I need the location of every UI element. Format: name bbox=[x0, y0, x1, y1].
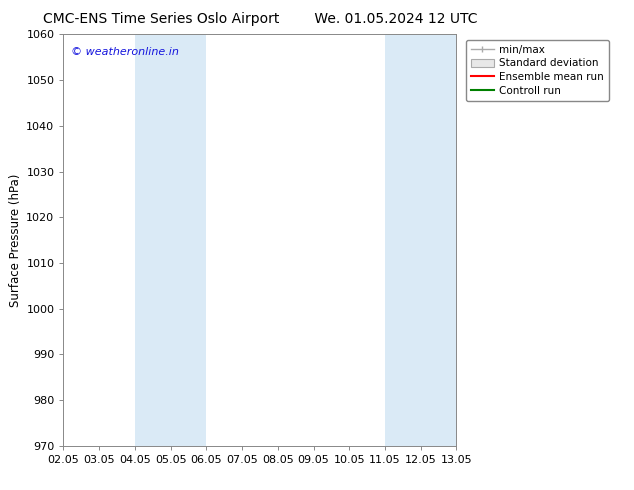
Y-axis label: Surface Pressure (hPa): Surface Pressure (hPa) bbox=[9, 173, 22, 307]
Text: CMC-ENS Time Series Oslo Airport        We. 01.05.2024 12 UTC: CMC-ENS Time Series Oslo Airport We. 01.… bbox=[42, 12, 477, 26]
Bar bbox=[135, 34, 206, 446]
Legend: min/max, Standard deviation, Ensemble mean run, Controll run: min/max, Standard deviation, Ensemble me… bbox=[465, 40, 609, 101]
Bar bbox=[385, 34, 456, 446]
Text: © weatheronline.in: © weatheronline.in bbox=[71, 47, 179, 57]
